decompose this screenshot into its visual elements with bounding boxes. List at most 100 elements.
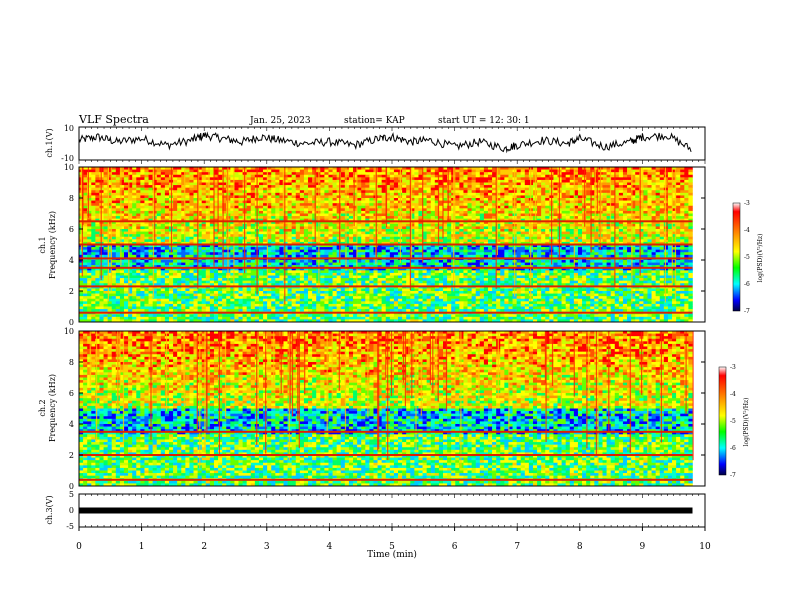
spectrogram-cell bbox=[299, 229, 305, 232]
spectrogram-cell bbox=[467, 221, 472, 225]
spectrogram-cell bbox=[655, 177, 661, 181]
spectrogram-cell bbox=[586, 208, 591, 212]
spectrogram-cell bbox=[103, 167, 108, 170]
spectrogram-cell bbox=[479, 167, 485, 170]
spectrogram-cell bbox=[381, 226, 387, 230]
spectrogram-cell bbox=[487, 205, 493, 209]
spectrogram-cell bbox=[541, 210, 546, 214]
spectrogram-cell bbox=[631, 203, 636, 207]
spectrogram-cell bbox=[267, 174, 272, 178]
spectrogram-cell bbox=[197, 177, 202, 181]
spectrogram-cell bbox=[618, 192, 624, 196]
spectrogram-cell bbox=[586, 226, 591, 230]
spectrogram-cell bbox=[361, 187, 366, 191]
spectrogram-cell bbox=[209, 185, 215, 188]
spectrogram-cell bbox=[205, 172, 211, 176]
spectrogram-cell bbox=[148, 223, 153, 227]
spectrogram-cell bbox=[156, 223, 162, 227]
spectrogram-cell bbox=[246, 244, 252, 248]
spectrogram-cell bbox=[213, 239, 219, 243]
spectrogram-cell bbox=[132, 231, 137, 235]
spectrogram-cell bbox=[295, 169, 301, 173]
spectrogram-cell bbox=[111, 187, 117, 191]
spectrogram-cell bbox=[209, 244, 215, 248]
spectrogram-cell bbox=[377, 218, 382, 222]
spectrogram-cell bbox=[87, 221, 92, 225]
spectrogram-cell bbox=[332, 231, 337, 235]
spectrogram-cell bbox=[156, 205, 162, 209]
spectrogram-cell bbox=[447, 203, 452, 207]
spectrogram-cell bbox=[91, 174, 96, 178]
spectrogram-cell bbox=[565, 169, 571, 173]
spectrogram-cell bbox=[234, 216, 239, 219]
spectrogram-cell bbox=[377, 210, 382, 214]
spectrogram-cell bbox=[234, 169, 239, 173]
spectrogram-cell bbox=[177, 187, 182, 191]
spectrogram-cell bbox=[348, 236, 354, 240]
spectrogram-cell bbox=[520, 177, 526, 181]
spectrogram-cell bbox=[128, 182, 133, 186]
spectrogram-cell bbox=[287, 179, 292, 183]
spectrogram-cell bbox=[369, 223, 374, 227]
spectrogram-cell bbox=[516, 169, 522, 173]
spectrogram-cell bbox=[287, 249, 292, 253]
spectrogram-cell bbox=[577, 223, 583, 227]
spectrogram-cell bbox=[279, 241, 284, 245]
spectrogram-cell bbox=[651, 226, 656, 230]
spectrogram-cell bbox=[659, 231, 665, 235]
spectrogram-cell bbox=[610, 169, 616, 173]
spectrogram-cell bbox=[643, 167, 648, 170]
spectrogram-cell bbox=[565, 244, 571, 248]
spectrogram-cell bbox=[283, 203, 288, 207]
spectrogram-cell bbox=[422, 210, 427, 214]
spectrogram-cell bbox=[406, 203, 411, 207]
spectrogram-cell bbox=[287, 174, 292, 178]
spectrogram-cell bbox=[332, 244, 337, 248]
spectrogram-cell bbox=[684, 226, 689, 230]
spectrogram-cell bbox=[651, 172, 656, 176]
spectrogram-cell bbox=[123, 226, 129, 230]
spectrogram-cell bbox=[164, 203, 170, 207]
spectrogram-cell bbox=[136, 190, 141, 194]
spectrogram-cell bbox=[569, 247, 575, 250]
spectrogram-cell bbox=[438, 203, 444, 207]
spectrogram-cell bbox=[328, 169, 333, 173]
spectrogram-cell bbox=[618, 226, 624, 230]
spectrogram-cell bbox=[614, 234, 620, 238]
spectrogram-cell bbox=[83, 182, 88, 186]
spectrogram-cell bbox=[361, 192, 366, 196]
spectrogram-cell bbox=[422, 182, 427, 186]
spectrogram-cell bbox=[479, 205, 485, 209]
spectrogram-cell bbox=[218, 247, 223, 250]
spectrogram-cell bbox=[663, 231, 669, 235]
spectrogram-cell bbox=[434, 216, 440, 219]
spectrogram-cell bbox=[393, 167, 399, 170]
spectrogram-cell bbox=[189, 190, 194, 194]
spectrogram-cell bbox=[340, 231, 346, 235]
spectrogram-cell bbox=[688, 203, 693, 207]
spectrogram-cell bbox=[487, 213, 493, 217]
spectrogram-cell bbox=[561, 208, 566, 212]
spectrogram-cell bbox=[340, 182, 346, 186]
spectrogram-cell bbox=[463, 221, 468, 225]
spectrogram-cell bbox=[688, 179, 693, 183]
spectrogram-cell bbox=[545, 229, 550, 232]
spectrogram-cell bbox=[353, 236, 358, 240]
spectrogram-cell bbox=[193, 247, 198, 250]
spectrogram-cell bbox=[181, 169, 186, 173]
spectrogram-cell bbox=[177, 231, 182, 235]
spectrogram-cell bbox=[246, 198, 252, 201]
spectrogram-cell bbox=[222, 187, 227, 191]
spectrogram-cell bbox=[303, 223, 309, 227]
spectrogram-cell bbox=[590, 195, 595, 199]
spectrogram-cell bbox=[91, 172, 96, 176]
spectrogram-cell bbox=[201, 226, 207, 230]
spectrogram-cell bbox=[680, 236, 685, 240]
spectrogram-cell bbox=[222, 226, 227, 230]
spectrogram-cell bbox=[635, 223, 640, 227]
spectrogram-cell bbox=[475, 210, 481, 214]
spectrogram-cell bbox=[471, 179, 477, 183]
spectrogram-cell bbox=[119, 218, 125, 222]
spectrogram-cell bbox=[422, 205, 427, 209]
spectrogram-cell bbox=[672, 213, 677, 217]
